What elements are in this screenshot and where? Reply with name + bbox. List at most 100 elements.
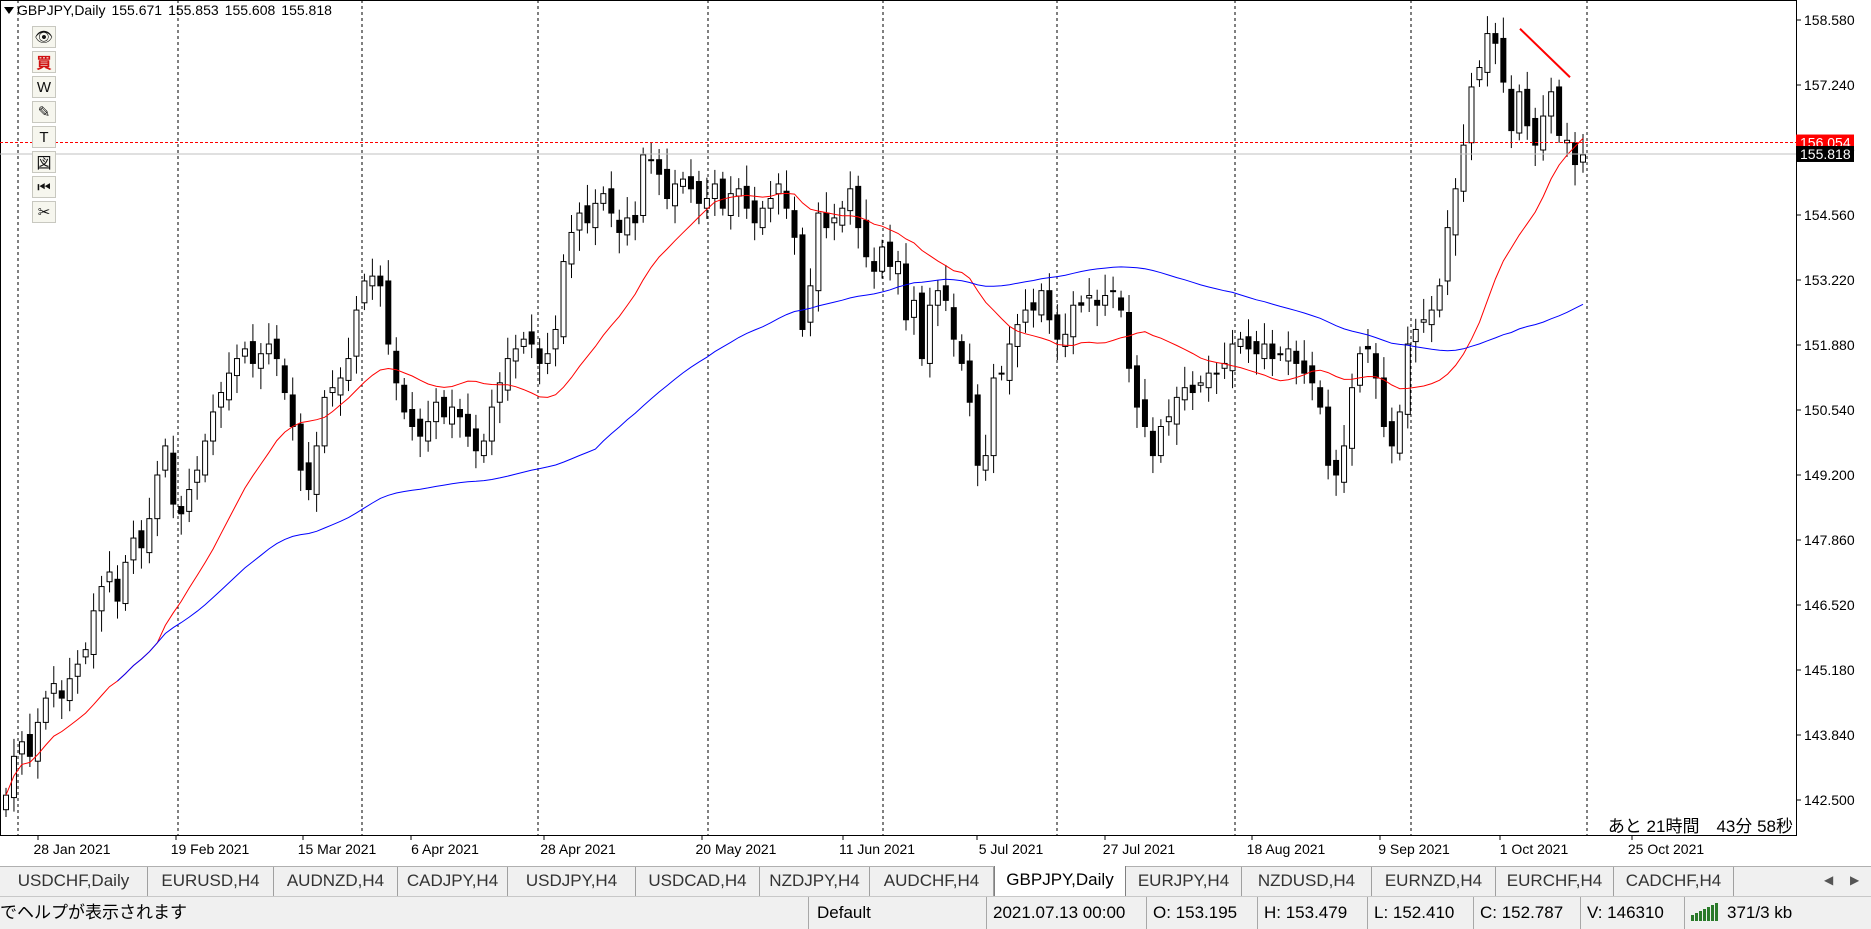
label-icon[interactable]: 図 (32, 151, 56, 173)
tab-audchf-h4[interactable]: AUDCHF,H4 (870, 867, 994, 896)
x-tick-label: 19 Feb 2021 (171, 841, 250, 857)
candle-body (632, 214, 639, 224)
candle-body (982, 455, 989, 471)
candle-body (687, 176, 694, 190)
scissors-icon[interactable]: ✂ (32, 201, 56, 223)
candle-body (600, 193, 607, 204)
candle-body (90, 610, 97, 655)
tab-nzdusd-h4[interactable]: NZDUSD,H4 (1242, 867, 1372, 896)
candle-body (1078, 302, 1085, 306)
tab-nzdjpy-h4[interactable]: NZDJPY,H4 (760, 867, 870, 896)
candle-body (1349, 387, 1356, 449)
candle-body (1126, 312, 1133, 369)
dropdown-triangle-icon[interactable] (4, 7, 14, 14)
candle-body (703, 198, 710, 209)
tab-eurjpy-h4[interactable]: EURJPY,H4 (1126, 867, 1242, 896)
candle-body (950, 307, 957, 340)
candle-body (1420, 319, 1427, 323)
chart-tab-bar: USDCHF,Daily EURUSD,H4 AUDNZD,H4 CADJPY,H4 U… (0, 866, 1871, 897)
candle-body (695, 181, 702, 204)
candle-body (417, 418, 424, 437)
last-price-label: 155.818 (1800, 146, 1851, 162)
candle-body (1436, 285, 1443, 311)
text-icon[interactable]: T (32, 126, 56, 148)
candle-body (464, 413, 471, 437)
candle-body (855, 185, 862, 229)
last-price-label-bg (1796, 145, 1854, 162)
candle-body (1380, 377, 1387, 427)
chart-object-toolbar: 👁 買 W ✎ T 図 ⏮ ✂ (32, 26, 56, 226)
status-volume: V: 146310 (1580, 897, 1684, 929)
tab-eurnzd-h4[interactable]: EURNZD,H4 (1372, 867, 1496, 896)
candle-body (249, 341, 256, 364)
candle-body (990, 377, 997, 457)
symbol-label: GBPJPY,Daily (17, 2, 106, 18)
candle-body (313, 445, 320, 495)
tab-scroll-left-icon[interactable]: ◀ (1824, 873, 1834, 887)
eye-icon[interactable]: 👁 (32, 26, 56, 48)
low-value: 155.608 (224, 2, 276, 18)
candle-body (1141, 399, 1148, 427)
candle-body (839, 207, 846, 226)
candle-body (1110, 290, 1117, 293)
candle-body (584, 205, 591, 224)
candle-body (640, 154, 647, 216)
candle-body (672, 183, 679, 207)
chart-area[interactable]: 28 Jan 2021 19 Feb 2021 15 Mar 2021 6 Apr 2… (0, 0, 1871, 870)
tab-usdcad-h4[interactable]: USDCAD,H4 (636, 867, 760, 896)
candle-body (998, 372, 1005, 375)
candle-body (456, 409, 463, 418)
status-low: L: 152.410 (1367, 897, 1473, 929)
candle-body (1197, 382, 1204, 386)
candle-body (1444, 227, 1451, 282)
trendline[interactable] (1519, 28, 1571, 78)
candle-body (823, 212, 830, 229)
candle-body (1133, 365, 1140, 408)
candle-body (66, 678, 73, 702)
rewind-icon[interactable]: ⏮ (32, 176, 56, 198)
candle-body (783, 190, 790, 209)
candle-body (1269, 343, 1276, 360)
candle-body (1229, 343, 1236, 372)
candle-body (337, 377, 344, 396)
candle-body (433, 401, 440, 423)
tab-scroll-right-icon[interactable]: ▶ (1850, 873, 1860, 887)
pencil-icon[interactable]: ✎ (32, 101, 56, 123)
connection-status[interactable]: 371/3 kb (1684, 897, 1871, 929)
tab-gbpjpy-daily[interactable]: GBPJPY,Daily (994, 866, 1126, 897)
candle-body (560, 261, 567, 338)
traffic-value: 371/3 kb (1727, 903, 1793, 922)
candle-body (1054, 314, 1061, 340)
tab-audnzd-h4[interactable]: AUDNZD,H4 (274, 867, 398, 896)
candle-body (138, 530, 145, 549)
tab-eurchf-h4[interactable]: EURCHF,H4 (1496, 867, 1614, 896)
tab-cadjpy-h4[interactable]: CADJPY,H4 (398, 867, 508, 896)
candle-body (1372, 353, 1379, 379)
candle-body (273, 338, 280, 360)
candle-body (265, 343, 272, 355)
candle-body (1165, 416, 1172, 423)
candle-body (1285, 348, 1292, 362)
y-tick-label: 142.500 (1804, 792, 1855, 808)
candle-body (918, 292, 925, 360)
candlestick-chart[interactable]: 28 Jan 2021 19 Feb 2021 15 Mar 2021 6 Apr 2… (0, 0, 1871, 866)
tab-eurusd-h4[interactable]: EURUSD,H4 (148, 867, 274, 896)
tab-usdchf-daily[interactable]: USDCHF,Daily (0, 867, 148, 896)
w-icon[interactable]: W (32, 76, 56, 98)
y-tick-label: 153.220 (1804, 272, 1855, 288)
candle-body (552, 328, 559, 350)
status-datetime: 2021.07.13 00:00 (986, 897, 1146, 929)
candle-body (536, 348, 543, 364)
candle-body (1070, 304, 1077, 338)
candle-body (616, 219, 623, 233)
x-tick-label: 5 Jul 2021 (979, 841, 1044, 857)
candle-body (743, 185, 750, 209)
candle-body (281, 365, 288, 394)
buy-icon[interactable]: 買 (32, 51, 56, 73)
candle-body (1301, 360, 1308, 374)
tab-usdjpy-h4[interactable]: USDJPY,H4 (508, 867, 636, 896)
candle-body (226, 372, 233, 401)
tab-cadchf-h4[interactable]: CADCHF,H4 (1614, 867, 1734, 896)
y-tick-label: 158.580 (1804, 12, 1855, 28)
candle-body (1484, 33, 1491, 73)
